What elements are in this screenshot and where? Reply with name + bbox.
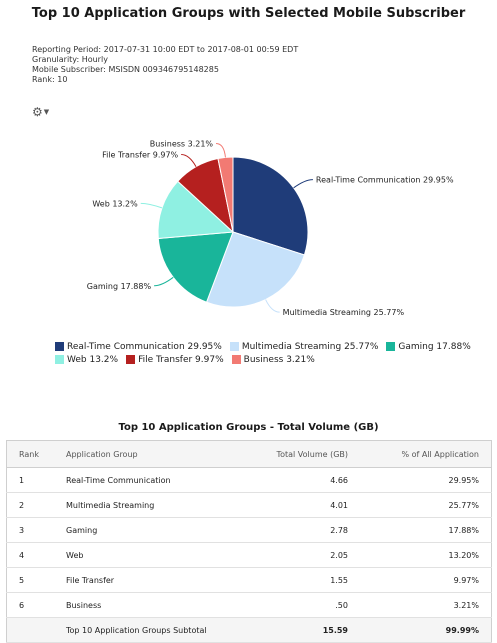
legend-swatch	[386, 342, 396, 351]
pie-slice-label: File Transfer 9.97%	[102, 151, 178, 160]
cell-group: Business	[60, 592, 237, 618]
cell-rank	[6, 617, 60, 643]
cell-percent: 17.88%	[358, 517, 492, 543]
cell-percent: 9.97%	[358, 567, 492, 593]
legend-item[interactable]: Web 13.2%	[55, 355, 118, 365]
table-row: 6 Business .50 3.21%	[6, 592, 492, 618]
legend-swatch	[55, 342, 64, 351]
legend-label: File Transfer 9.97%	[138, 354, 224, 365]
header-application-group[interactable]: Application Group	[60, 440, 237, 468]
legend-label: Gaming 17.88%	[398, 341, 471, 352]
settings-menu-button[interactable]: ⚙ ▼	[32, 105, 54, 119]
cell-volume: 2.78	[237, 517, 358, 543]
table-row: 1 Real-Time Communication 4.66 29.95%	[6, 467, 492, 493]
pie-slice-label: Web 13.2%	[92, 199, 138, 208]
header-percent[interactable]: % of All Application	[358, 440, 492, 468]
reporting-period: Reporting Period: 2017-07-31 10:00 EDT t…	[32, 45, 299, 54]
table-header-row: Rank Application Group Total Volume (GB)…	[6, 440, 492, 468]
legend-item[interactable]: Gaming 17.88%	[386, 341, 471, 352]
legend-swatch	[229, 342, 239, 351]
chart-legend: Real-Time Communication 29.95% Multimedia…	[55, 340, 475, 366]
cell-group: Web	[60, 542, 237, 568]
pie-slice-label: Multimedia Streaming 25.77%	[283, 308, 405, 317]
cell-rank: 1	[6, 467, 60, 493]
legend-row: Real-Time Communication 29.95% Multimedia…	[55, 340, 475, 353]
cell-percent: 29.95%	[358, 467, 492, 493]
legend-row: Web 13.2% File Transfer 9.97% Business 3.2…	[55, 353, 475, 366]
table-row: 3 Gaming 2.78 17.88%	[6, 517, 492, 543]
header-rank[interactable]: Rank	[6, 440, 60, 468]
cell-rank: 2	[6, 492, 60, 518]
legend-swatch	[55, 355, 64, 364]
chevron-down-icon: ▼	[43, 108, 50, 116]
table-row: 2 Multimedia Streaming 4.01 25.77%	[6, 492, 492, 518]
granularity: Granularity: Hourly	[32, 55, 108, 64]
cell-volume: 4.66	[237, 467, 358, 493]
legend-swatch	[231, 355, 241, 364]
pie-label-connector	[293, 179, 313, 189]
pie-slice-label: Real-Time Communication 29.95%	[316, 176, 454, 185]
cell-percent: 25.77%	[358, 492, 492, 518]
legend-label: Multimedia Streaming 25.77%	[241, 341, 379, 352]
table-row: 4 Web 2.05 13.20%	[6, 542, 492, 568]
gear-icon: ⚙	[32, 105, 43, 119]
legend-label: Web 13.2%	[67, 354, 119, 365]
pie-label-connector	[215, 142, 226, 158]
cell-volume: 4.01	[237, 492, 358, 518]
cell-volume: 2.05	[237, 542, 358, 568]
subtotal-row: Top 10 Application Groups Subtotal 15.59…	[6, 617, 492, 643]
legend-swatch	[126, 355, 136, 364]
cell-rank: 3	[6, 517, 60, 543]
cell-group: File Transfer	[60, 567, 237, 593]
cell-volume: .50	[237, 592, 358, 618]
cell-subtotal-label: Top 10 Application Groups Subtotal	[60, 617, 237, 643]
cell-rank: 5	[6, 567, 60, 593]
pie-slice-label: Business 3.21%	[150, 139, 214, 148]
mobile-subscriber: Mobile Subscriber: MSISDN 00934679514828…	[32, 65, 219, 74]
pie-label-connector	[181, 154, 197, 167]
cell-group: Multimedia Streaming	[60, 492, 237, 518]
legend-item[interactable]: Real-Time Communication 29.95%	[55, 342, 222, 352]
pie-label-connector	[265, 299, 280, 313]
pie-label-connector	[140, 202, 163, 209]
pie-chart: Real-Time Communication 29.95% Multimedia…	[87, 139, 454, 317]
legend-label: Business 3.21%	[243, 354, 315, 365]
pie-slice[interactable]	[232, 156, 309, 256]
cell-rank: 6	[6, 592, 60, 618]
legend-item[interactable]: File Transfer 9.97%	[126, 355, 224, 365]
cell-subtotal-percent: 99.99%	[358, 617, 492, 643]
pie-label-connector	[154, 276, 174, 287]
cell-percent: 13.20%	[358, 542, 492, 568]
report-title: Top 10 Application Groups with Selected …	[31, 6, 466, 21]
rank: Rank: 10	[32, 75, 68, 84]
pie-slice[interactable]	[157, 180, 235, 240]
cell-volume: 1.55	[237, 567, 358, 593]
legend-item[interactable]: Business 3.21%	[231, 354, 315, 365]
pie-slice[interactable]	[217, 156, 234, 233]
report-meta: Reporting Period: 2017-07-31 10:00 EDT t…	[32, 45, 298, 85]
table-title: Top 10 Application Groups - Total Volume…	[118, 422, 379, 433]
header-total-volume[interactable]: Total Volume (GB)	[237, 440, 358, 468]
cell-group: Real-Time Communication	[60, 467, 237, 493]
volume-table: Rank Application Group Total Volume (GB)…	[6, 440, 492, 643]
table-row: 5 File Transfer 1.55 9.97%	[6, 567, 492, 593]
cell-subtotal-volume: 15.59	[237, 617, 358, 643]
cell-rank: 4	[6, 542, 60, 568]
pie-slice-label: Gaming 17.88%	[87, 282, 152, 291]
pie-slice[interactable]	[205, 231, 306, 308]
cell-group: Gaming	[60, 517, 237, 543]
legend-item[interactable]: Multimedia Streaming 25.77%	[229, 341, 379, 352]
legend-label: Real-Time Communication 29.95%	[67, 341, 222, 352]
cell-percent: 3.21%	[358, 592, 492, 618]
